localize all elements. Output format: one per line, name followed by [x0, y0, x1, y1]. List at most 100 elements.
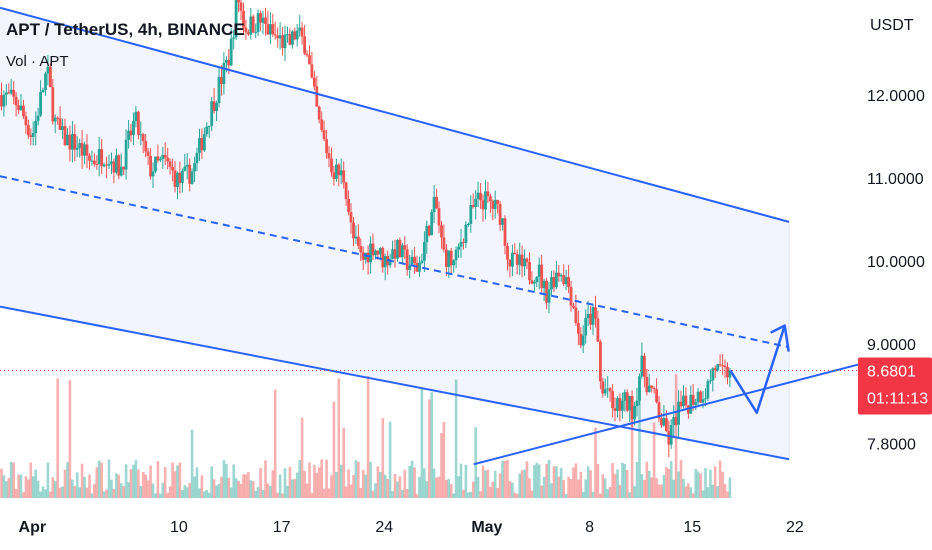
candle-body: [5, 92, 8, 95]
volume-bar: [330, 475, 333, 498]
volume-bar: [647, 470, 651, 498]
volume-bar: [388, 421, 392, 498]
candle-body: [168, 161, 172, 167]
candle-body: [376, 250, 380, 255]
candle-body: [369, 243, 372, 263]
volume-bar: [205, 489, 209, 498]
volume-bar: [261, 490, 265, 498]
candle-body: [198, 138, 201, 153]
volume-bar: [273, 389, 277, 498]
candle-body: [188, 164, 192, 184]
volume-bar: [379, 472, 382, 498]
candle-body: [547, 289, 551, 303]
volume-bar: [27, 479, 30, 498]
candle-body: [696, 391, 700, 403]
volume-bar: [29, 462, 33, 498]
volume-bar: [396, 481, 399, 498]
volume-bar: [613, 473, 617, 498]
candle-body: [557, 272, 561, 277]
candle-body: [58, 118, 62, 130]
volume-bar: [430, 392, 433, 498]
candle-body: [14, 96, 18, 106]
candle-body: [203, 134, 206, 151]
candle-body: [552, 277, 556, 288]
price-tick-label: 9.0000: [867, 337, 916, 354]
volume-bar: [347, 469, 350, 498]
candle-body: [437, 208, 441, 226]
volume-bar: [217, 483, 221, 498]
time-tick-label: 15: [683, 519, 701, 536]
volume-bar: [22, 492, 25, 498]
volume-bar: [552, 466, 556, 498]
candle-body: [41, 89, 45, 92]
candle-body: [146, 151, 150, 156]
candle-body: [555, 272, 558, 288]
candle-body: [193, 163, 196, 172]
volume-bar: [117, 474, 121, 498]
volume-bar: [149, 465, 152, 498]
volume-bar: [445, 479, 448, 498]
volume-indicator-label[interactable]: Vol · APT: [6, 53, 69, 70]
candle-body: [335, 164, 338, 179]
candle-body: [337, 164, 341, 176]
candle-body: [322, 130, 326, 140]
volume-bar: [354, 460, 358, 498]
volume-bar: [12, 462, 15, 498]
candle-body: [36, 115, 40, 121]
candle-body: [281, 35, 284, 48]
volume-bar: [293, 479, 297, 498]
candle-body: [88, 155, 91, 161]
volume-bar: [401, 489, 404, 498]
candle-body: [61, 126, 64, 130]
volume-bar: [232, 464, 235, 498]
volume-bar: [498, 473, 502, 498]
candle-body: [298, 27, 302, 31]
candle-body: [721, 365, 724, 367]
price-tick-label: 7.8000: [867, 437, 916, 454]
volume-bar: [464, 464, 468, 498]
candle-body: [308, 55, 311, 65]
candle-body: [222, 62, 226, 85]
volume-bar: [115, 473, 118, 498]
candle-body: [459, 241, 463, 247]
candle-body: [141, 134, 145, 142]
candle-body: [63, 126, 67, 146]
candle-body: [271, 24, 275, 35]
candle-body: [601, 381, 605, 394]
volume-bar: [709, 469, 712, 498]
volume-bar: [711, 484, 715, 498]
candle-body: [315, 86, 319, 107]
candle-body: [523, 258, 526, 267]
candle-body: [366, 252, 370, 263]
candle-body: [310, 64, 314, 78]
volume-bar: [122, 486, 125, 498]
candle-body: [677, 401, 680, 425]
candle-body: [78, 143, 82, 148]
volume-bar: [606, 489, 609, 498]
candle-body: [423, 242, 426, 261]
volume-bar: [75, 472, 79, 498]
volume-bar: [176, 465, 179, 498]
candle-body: [476, 192, 480, 199]
candle-body: [691, 394, 695, 405]
candle-body: [80, 143, 84, 156]
volume-bar: [322, 488, 326, 498]
candle-body: [452, 260, 456, 266]
volume-bar: [449, 484, 453, 498]
volume-bar: [581, 491, 585, 498]
candle-body: [594, 307, 597, 319]
candle-body: [227, 60, 231, 66]
volume-bar: [523, 469, 526, 498]
candle-body: [530, 280, 534, 284]
candle-body: [330, 158, 333, 173]
candle-body: [291, 31, 294, 45]
candle-body: [154, 156, 157, 172]
candle-body: [405, 249, 409, 270]
volume-bar: [591, 491, 595, 498]
candle-body: [713, 368, 717, 371]
candle-body: [12, 89, 16, 97]
volume-bar: [393, 474, 397, 498]
candle-body: [220, 76, 223, 84]
